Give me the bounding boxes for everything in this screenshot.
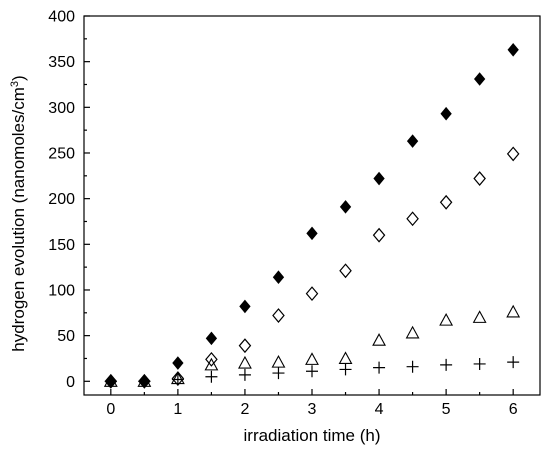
data-point-open-triangle — [372, 333, 386, 346]
data-point-open-diamond — [104, 373, 118, 389]
x-tick-label: 2 — [240, 401, 249, 418]
x-tick-label: 5 — [442, 401, 451, 418]
y-tick-label: 350 — [48, 54, 75, 71]
data-point-plus — [507, 356, 520, 369]
data-point-open-triangle — [506, 304, 521, 318]
plot-border — [83, 15, 541, 396]
data-point-plus — [272, 367, 285, 380]
data-point-filled-diamond — [473, 72, 486, 86]
y-axis-title: hydrogen evolution (nanomoles/cm3) — [9, 75, 28, 351]
plot-frame — [83, 15, 541, 396]
data-point-open-diamond — [473, 171, 486, 186]
data-point-open-diamond — [238, 338, 252, 354]
data-point-filled-diamond — [406, 134, 419, 148]
data-point-filled-diamond — [339, 200, 352, 214]
y-tick-label: 400 — [48, 9, 75, 26]
y-axis-title-end: ) — [9, 75, 28, 81]
data-point-filled-diamond — [205, 331, 218, 346]
data-point-plus — [339, 363, 352, 376]
data-point-open-diamond — [506, 146, 520, 162]
data-point-open-diamond — [406, 211, 419, 227]
data-point-open-triangle — [439, 312, 454, 326]
data-point-open-triangle — [305, 352, 319, 365]
data-point-filled-diamond — [507, 43, 519, 57]
data-point-plus — [205, 370, 218, 383]
data-point-filled-diamond — [373, 171, 385, 186]
data-point-open-triangle — [472, 310, 487, 323]
x-tick-label: 4 — [375, 401, 384, 418]
y-axis-ticks: 0 50 100 150 200 250 300 350 400 — [48, 9, 90, 391]
data-point-open-diamond — [339, 263, 352, 279]
y-tick-label: 300 — [48, 100, 75, 117]
data-point-open-diamond — [305, 286, 319, 302]
data-point-plus — [440, 358, 453, 371]
data-point-open-triangle — [405, 325, 420, 339]
data-point-plus — [306, 365, 318, 378]
x-tick-label: 1 — [173, 401, 182, 418]
data-point-open-triangle — [271, 354, 286, 368]
series-open-diamond — [104, 146, 520, 389]
y-tick-label: 150 — [48, 237, 75, 254]
data-point-plus — [138, 375, 151, 388]
data-point-plus — [171, 373, 184, 386]
x-tick-label: 0 — [106, 401, 115, 418]
data-point-plus — [238, 368, 251, 381]
data-point-filled-diamond — [272, 270, 285, 284]
data-point-open-diamond — [372, 227, 386, 243]
y-tick-label: 50 — [57, 328, 75, 345]
series-filled-diamond — [105, 43, 519, 389]
data-point-open-triangle — [204, 357, 219, 371]
data-point-filled-diamond — [239, 299, 251, 314]
data-point-open-diamond — [205, 351, 218, 367]
y-axis-title-superscript: 3 — [9, 81, 21, 87]
x-tick-label: 3 — [308, 401, 317, 418]
x-axis-ticks: 0 1 2 3 4 5 6 — [106, 389, 518, 418]
data-point-open-diamond — [138, 373, 151, 389]
data-point-filled-diamond — [440, 106, 452, 121]
series-plus — [104, 356, 520, 388]
y-axis-title-main: hydrogen evolution (nanomoles/cm — [9, 87, 28, 352]
data-point-open-diamond — [439, 194, 453, 210]
data-point-plus — [473, 357, 486, 370]
y-tick-label: 100 — [48, 282, 75, 299]
series-layer — [103, 43, 521, 389]
x-tick-label: 6 — [509, 401, 518, 418]
x-axis-title: irradiation time (h) — [244, 426, 381, 445]
y-tick-label: 250 — [48, 145, 75, 162]
y-tick-label: 200 — [48, 191, 75, 208]
data-point-plus — [406, 360, 419, 373]
data-point-open-diamond — [272, 308, 285, 323]
data-point-plus — [373, 361, 386, 374]
data-point-plus — [104, 375, 117, 388]
data-point-open-triangle — [338, 351, 353, 365]
data-point-filled-diamond — [172, 356, 184, 370]
data-point-filled-diamond — [306, 226, 318, 241]
y-tick-label: 0 — [66, 374, 75, 391]
data-point-open-triangle — [238, 355, 252, 369]
